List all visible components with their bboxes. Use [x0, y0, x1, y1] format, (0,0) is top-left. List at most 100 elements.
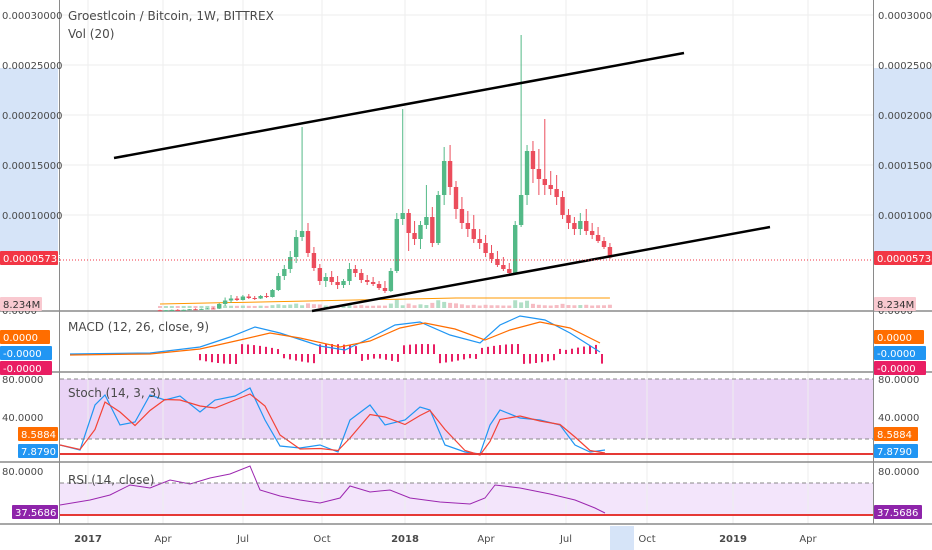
price-tick-label: 0.00010000 [2, 211, 62, 222]
volume-bar [341, 305, 346, 308]
candle-body [323, 277, 328, 281]
macd-tag-right-bg [874, 346, 926, 360]
volume-bar [519, 302, 524, 308]
time-axis-highlight [610, 526, 634, 550]
candle-body [489, 253, 494, 259]
volume-bar [377, 305, 382, 308]
candle-body [447, 161, 453, 187]
candle-body [305, 231, 311, 253]
last-price-tag-right: 0.00005735 [877, 254, 932, 265]
macd-tag-right: -0.0000 [877, 349, 916, 360]
rsi-band [60, 483, 873, 515]
volume-bar [542, 305, 547, 308]
candle-body [222, 300, 228, 304]
macd-signal-tag-right: 0.0000 [877, 333, 912, 344]
volume-bar [495, 305, 500, 308]
volume-bar [288, 304, 293, 308]
volume-bar [187, 305, 192, 308]
candle-body [560, 197, 565, 215]
volume-bar [607, 304, 612, 308]
volume-legend: Vol (20) [68, 27, 114, 41]
volume-ma-line [159, 297, 610, 305]
candle-body [524, 151, 530, 195]
candle-body [483, 243, 488, 253]
last-price-tag-left: 0.00005735 [3, 254, 63, 265]
stoch-k-tag-right-bg [874, 444, 918, 458]
stoch-d-tag-left-bg [18, 427, 58, 441]
candle-body [163, 310, 169, 312]
volume-bar [365, 305, 370, 308]
time-tick-label: 2017 [74, 534, 102, 545]
candle-body [595, 235, 601, 241]
volume-bar [388, 303, 393, 308]
time-tick-label: Apr [477, 534, 495, 545]
volume-bar [394, 299, 399, 308]
candle-body [607, 247, 613, 258]
volume-bar [223, 305, 228, 308]
candle-body [276, 276, 281, 290]
volume-bar [311, 304, 316, 308]
macd-hist-tag-left: -0.0000 [3, 364, 42, 375]
macd-tag-left-bg [0, 346, 52, 360]
candle-body [199, 308, 204, 310]
candle-body [572, 223, 577, 229]
volume-bar [276, 304, 281, 308]
volume-bar [513, 300, 518, 308]
candle-body [264, 296, 269, 297]
candle-body [376, 284, 382, 288]
candle-body [495, 259, 500, 265]
candle-body [453, 187, 459, 209]
price-tick-label: 0.00020000 [878, 111, 932, 122]
candle-body [548, 185, 553, 189]
price-tick-label: 0.00030000 [878, 11, 932, 22]
rsi-legend: RSI (14, close) [68, 473, 154, 487]
volume-bar [371, 305, 376, 308]
stoch-tick-label: 80.0000 [878, 375, 919, 386]
candle-body [412, 233, 417, 239]
price-tick-label: 0.00010000 [878, 211, 932, 222]
volume-bar [483, 304, 488, 308]
candle-body [530, 151, 536, 169]
volume-bar [252, 305, 257, 308]
volume-bar [347, 304, 352, 308]
volume-bar [430, 302, 435, 308]
volume-bar [424, 305, 429, 308]
candle-body [589, 231, 595, 235]
candle-body [382, 288, 388, 291]
candle-body [365, 280, 370, 282]
candle-body [246, 296, 251, 298]
volume-bar [406, 303, 411, 308]
price-tick-label: 0.00030000 [2, 11, 62, 22]
volume-bar [382, 305, 387, 308]
candle-body [193, 309, 198, 311]
candle-body [584, 221, 589, 231]
rsi-tag-left-bg [12, 505, 58, 519]
volume-bar [590, 305, 595, 308]
trendlines[interactable] [113, 51, 771, 313]
rsi-line [59, 465, 606, 514]
candle-body [388, 271, 394, 291]
candle-body [282, 269, 287, 276]
upper-trendline [113, 51, 685, 160]
time-axis[interactable]: 2017 Apr Jul Oct 2018 Apr Jul Oct 2019 Apr [74, 534, 817, 545]
macd-signal-tag-left-bg [0, 330, 50, 344]
last-price-tag-left-bg [0, 251, 58, 265]
stoch-d-tag-right-bg [874, 427, 918, 441]
candles [157, 35, 613, 312]
candle-body [436, 195, 441, 243]
volume-bar [459, 304, 464, 308]
time-tick-label: Jul [236, 534, 249, 545]
candle-body [211, 308, 216, 310]
volume-bar [258, 305, 263, 308]
candle-body [394, 219, 399, 271]
candle-body [341, 281, 346, 285]
volume-bar [436, 300, 441, 308]
candle-body [459, 209, 465, 223]
macd-signal-line [69, 321, 601, 356]
volume-bar [489, 305, 494, 308]
candle-body [258, 296, 263, 299]
price-axis[interactable]: 0.00030000 0.00030000 0.00025000 0.00025000… [2, 11, 932, 478]
price-tick-label: 0.00025000 [2, 61, 62, 72]
candle-body [601, 241, 607, 247]
